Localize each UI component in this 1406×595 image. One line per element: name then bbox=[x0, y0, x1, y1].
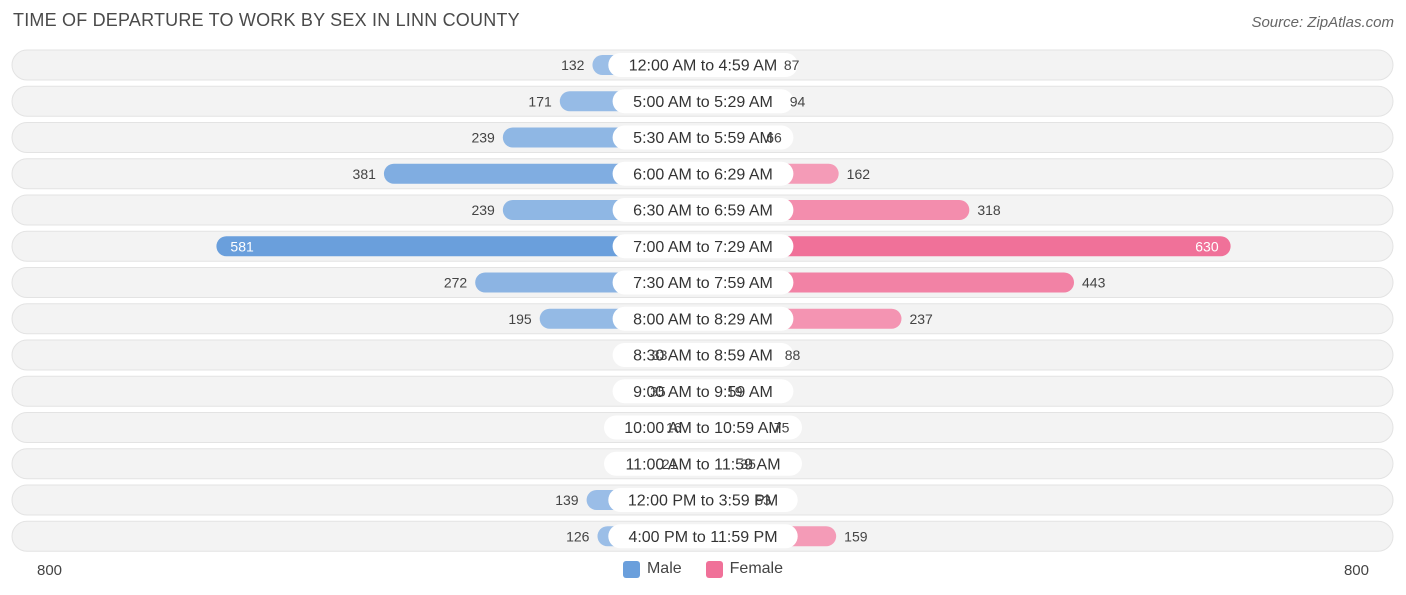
legend-label-female: Female bbox=[729, 560, 784, 577]
category-label-pill bbox=[612, 125, 794, 150]
category-label-pill bbox=[608, 53, 798, 77]
category-label: 11:00 AM to 11:59 AM bbox=[625, 456, 780, 473]
female-value-label: 162 bbox=[847, 166, 871, 182]
category-label-pill bbox=[612, 89, 794, 114]
male-bar bbox=[216, 236, 713, 257]
female-value-label: 35 bbox=[740, 456, 756, 472]
chart-title: TIME OF DEPARTURE TO WORK BY SEX IN LINN… bbox=[13, 10, 520, 30]
category-label: 9:00 AM to 9:59 AM bbox=[633, 384, 773, 401]
category-label-pill bbox=[612, 161, 794, 186]
category-label: 8:30 AM to 8:59 AM bbox=[633, 348, 773, 365]
female-value-label: 237 bbox=[909, 311, 933, 327]
male-value-label: 581 bbox=[230, 238, 254, 254]
male-value-label: 21 bbox=[662, 456, 678, 472]
female-value-label: 159 bbox=[844, 528, 868, 544]
category-label-pill bbox=[612, 343, 794, 367]
category-label: 6:00 AM to 6:29 AM bbox=[633, 166, 773, 183]
female-value-label: 75 bbox=[774, 420, 790, 436]
legend-swatch-male bbox=[622, 560, 640, 578]
category-label-pill bbox=[612, 306, 794, 331]
male-value-label: 139 bbox=[555, 492, 579, 508]
category-label-pill bbox=[608, 488, 798, 512]
female-value-label: 53 bbox=[755, 492, 771, 508]
female-value-label: 630 bbox=[1195, 238, 1219, 254]
source-credit: Source: ZipAtlas.com bbox=[1251, 14, 1394, 31]
category-label: 4:00 PM to 11:59 PM bbox=[628, 529, 777, 546]
male-value-label: 272 bbox=[444, 275, 468, 291]
male-value-label: 195 bbox=[508, 311, 532, 327]
category-label: 12:00 AM to 4:59 AM bbox=[629, 58, 778, 75]
legend: Male Female bbox=[0, 560, 1406, 578]
female-value-label: 66 bbox=[766, 130, 782, 146]
category-label-pill bbox=[612, 234, 794, 259]
female-value-label: 94 bbox=[790, 93, 806, 109]
male-value-label: 239 bbox=[471, 130, 495, 146]
male-value-label: 171 bbox=[528, 93, 552, 109]
category-label-pill bbox=[612, 198, 794, 222]
female-bar bbox=[693, 236, 1231, 257]
category-label: 5:30 AM to 5:59 AM bbox=[633, 130, 773, 147]
legend-item-male[interactable]: Male bbox=[622, 560, 682, 578]
category-label: 7:00 AM to 7:29 AM bbox=[633, 239, 773, 256]
category-label: 10:00 AM to 10:59 AM bbox=[624, 420, 781, 437]
category-label-pill bbox=[612, 270, 794, 295]
category-label: 5:00 AM to 5:29 AM bbox=[633, 94, 773, 111]
legend-swatch-female bbox=[705, 560, 723, 578]
male-value-label: 16 bbox=[666, 420, 682, 436]
category-label: 12:00 PM to 3:59 PM bbox=[628, 493, 778, 510]
category-label: 7:30 AM to 7:59 AM bbox=[633, 275, 773, 292]
female-value-label: 318 bbox=[977, 202, 1001, 218]
category-label-pill bbox=[604, 451, 802, 476]
male-value-label: 381 bbox=[353, 166, 377, 182]
category-label: 6:30 AM to 6:59 AM bbox=[633, 203, 773, 220]
legend-label-male: Male bbox=[646, 560, 682, 577]
axis-right-label: 800 bbox=[1343, 562, 1369, 579]
category-label: 8:00 AM to 8:29 AM bbox=[633, 311, 773, 328]
female-value-label: 88 bbox=[785, 347, 801, 363]
male-value-label: 132 bbox=[561, 57, 585, 73]
female-value-label: 443 bbox=[1082, 275, 1106, 291]
male-value-label: 239 bbox=[471, 202, 495, 218]
male-value-label: 33 bbox=[652, 347, 668, 363]
male-value-label: 126 bbox=[566, 528, 590, 544]
axis-left-label: 800 bbox=[37, 562, 63, 579]
category-label-pill bbox=[604, 415, 802, 440]
female-value-label: 19 bbox=[727, 383, 743, 399]
legend-item-female[interactable]: Female bbox=[705, 560, 784, 578]
female-value-label: 87 bbox=[784, 57, 800, 73]
category-label-pill bbox=[608, 524, 798, 549]
male-value-label: 35 bbox=[650, 383, 666, 399]
category-label-pill bbox=[612, 379, 794, 404]
